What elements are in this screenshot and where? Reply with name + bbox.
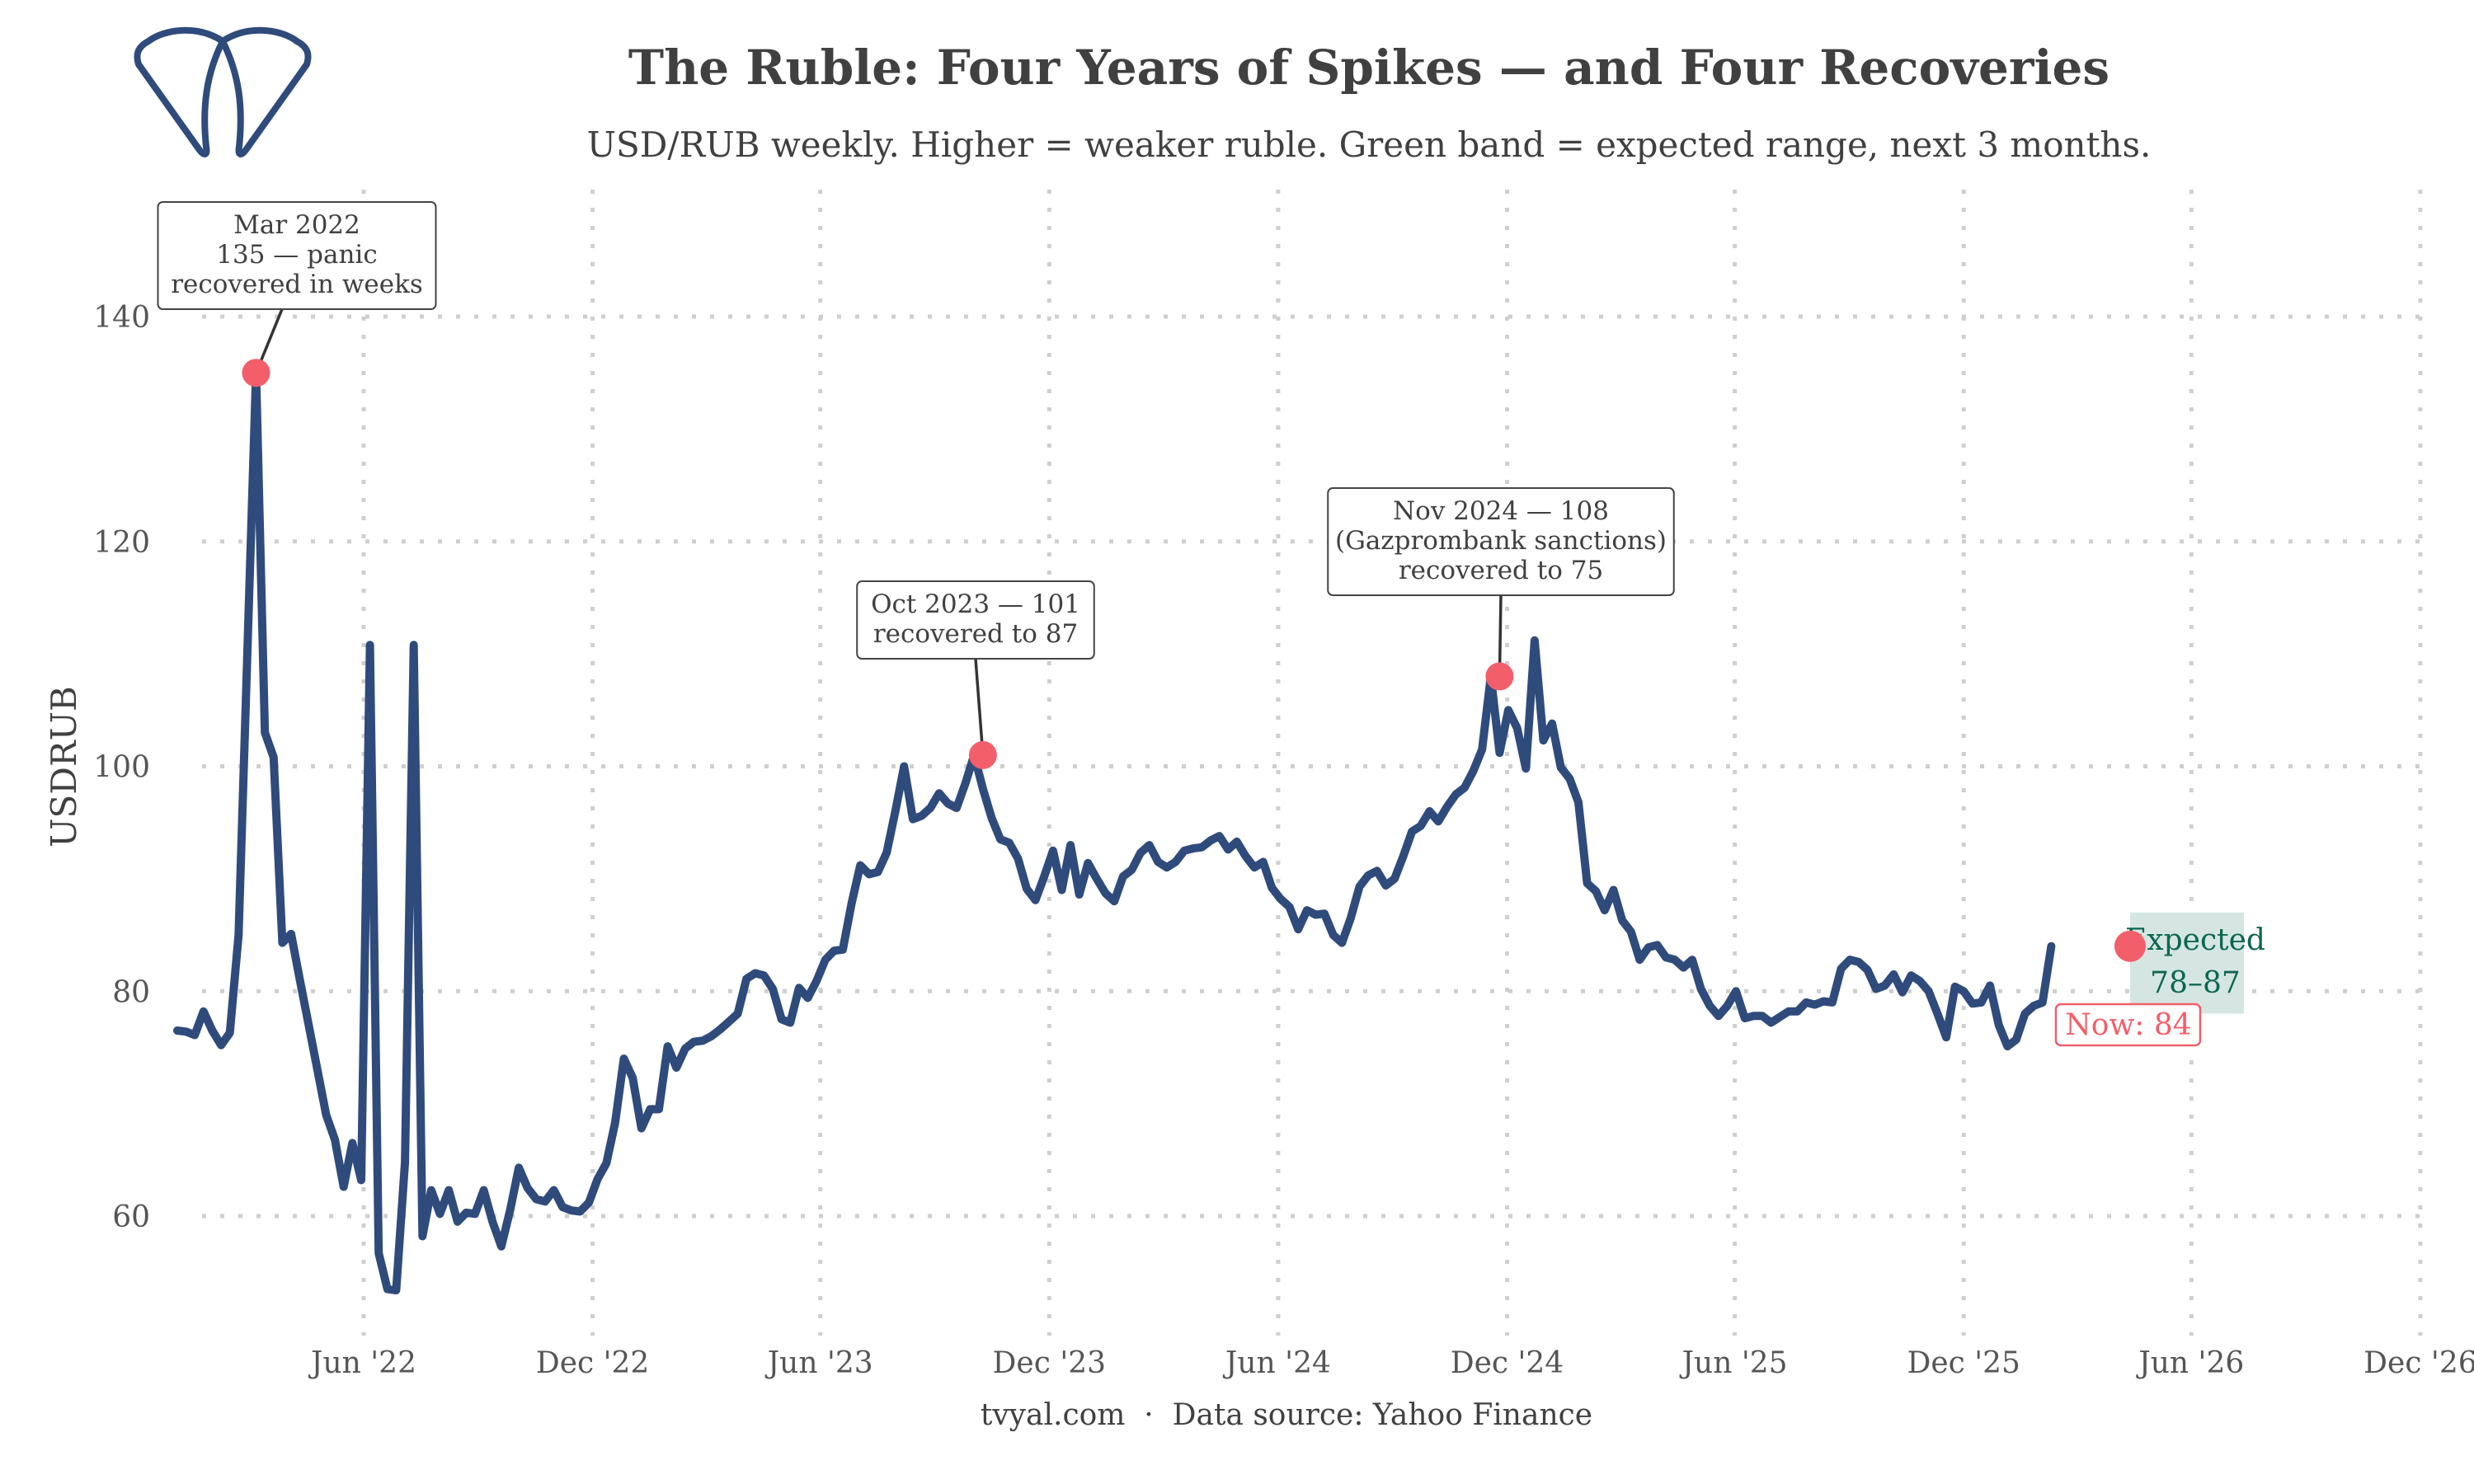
y-axis-label: USDRUB bbox=[44, 686, 84, 848]
annotation-point bbox=[1485, 662, 1514, 691]
expected-band bbox=[2129, 912, 2245, 1014]
x-tick-label: Dec '24 bbox=[1451, 1346, 1564, 1380]
x-tick-label: Dec '23 bbox=[993, 1346, 1106, 1380]
current-label: Now: 84 bbox=[2065, 1008, 2191, 1042]
y-gridlines bbox=[202, 314, 2425, 1219]
annotation-box bbox=[1327, 487, 1675, 596]
series-line-usdrub bbox=[173, 369, 2056, 1294]
x-tick-label: Dec '22 bbox=[536, 1346, 649, 1380]
y-tick-label: 120 bbox=[93, 526, 150, 560]
x-gridlines bbox=[361, 190, 2423, 1336]
annotation-text: Nov 2024 — 108 bbox=[1393, 496, 1609, 526]
chart-caption: tvyal.com · Data source: Yahoo Finance bbox=[981, 1398, 1592, 1432]
annotation-box bbox=[856, 580, 1095, 660]
x-tick-label: Dec '26 bbox=[2363, 1346, 2474, 1380]
y-tick-label: 140 bbox=[93, 301, 150, 335]
x-tick-label: Jun '25 bbox=[1679, 1346, 1788, 1380]
annotation-leader bbox=[974, 658, 985, 755]
y-tick-label: 60 bbox=[112, 1200, 150, 1234]
x-tick-label: Jun '24 bbox=[1222, 1346, 1331, 1380]
chart-subtitle: USD/RUB weekly. Higher = weaker ruble. G… bbox=[587, 124, 2152, 165]
annotation-callout: Nov 2024 — 108(Gazprombank sanctions)rec… bbox=[1327, 487, 1675, 691]
expected-band-group: Expected 78–87 bbox=[2125, 912, 2265, 1014]
annotation-text: recovered to 87 bbox=[873, 619, 1078, 649]
annotation-box bbox=[157, 201, 437, 310]
annotation-point bbox=[968, 740, 997, 769]
current-label-box bbox=[2054, 1003, 2202, 1047]
current-point bbox=[2114, 930, 2146, 962]
y-tick-labels: 60 80 100 120 140 bbox=[93, 301, 150, 1234]
x-tick-label: Jun '22 bbox=[308, 1346, 416, 1380]
y-tick-label: 100 bbox=[93, 751, 150, 785]
expected-band-label: Expected bbox=[2125, 923, 2265, 957]
annotation-text: Oct 2023 — 101 bbox=[871, 589, 1080, 619]
x-tick-label: Jun '23 bbox=[764, 1346, 873, 1380]
annotation-text: recovered to 75 bbox=[1399, 556, 1603, 585]
annotation-point bbox=[242, 359, 270, 387]
chart-title: The Ruble: Four Years of Spikes — and Fo… bbox=[628, 40, 2109, 96]
y-tick-label: 80 bbox=[112, 975, 150, 1009]
x-tick-label: Jun '26 bbox=[2135, 1346, 2244, 1380]
annotation-text: recovered in weeks bbox=[171, 270, 423, 299]
annotation-text: 135 — panic bbox=[216, 240, 377, 270]
expected-band-label: 78–87 bbox=[2150, 966, 2241, 1000]
x-tick-label: Dec '25 bbox=[1907, 1346, 2020, 1380]
annotation-text: (Gazprombank sanctions) bbox=[1335, 526, 1667, 556]
tvyal-logo-icon bbox=[134, 26, 312, 157]
current-value-marker: Now: 84 bbox=[2054, 930, 2202, 1047]
annotation-text: Mar 2022 bbox=[233, 210, 360, 240]
x-tick-labels: Jun '22 Dec '22 Jun '23 Dec '23 Jun '24 Dec '… bbox=[308, 1346, 2474, 1380]
